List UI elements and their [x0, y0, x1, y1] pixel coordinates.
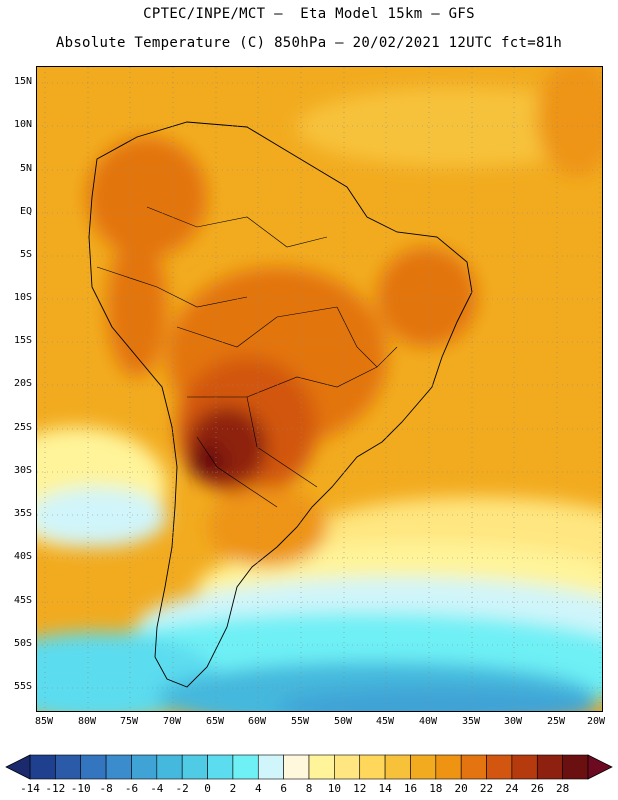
colorbar-label-5: -4: [150, 782, 164, 795]
lon-label-45w: 45W: [375, 716, 395, 727]
colorbar-label-10: 6: [280, 782, 287, 795]
lon-label-35w: 35W: [461, 716, 481, 727]
colorbar-label-17: 20: [454, 782, 468, 795]
colorbar-swatch-18: [486, 754, 513, 780]
lat-label-20s: 20S: [13, 378, 32, 389]
chart-title-line-2: Absolute Temperature (C) 850hPa – 20/02/…: [55, 35, 563, 51]
colorbar-label-12: 10: [327, 782, 341, 795]
colorbar-high-arrow: [587, 754, 613, 780]
colorbar-swatch-14: [384, 754, 411, 780]
lat-label-25s: 25S: [13, 422, 32, 433]
colorbar-label-3: -8: [99, 782, 113, 795]
colorbar-label-7: 0: [204, 782, 211, 795]
colorbar-swatch-7: [207, 754, 234, 780]
colorbar: [5, 754, 613, 780]
lon-label-20w: 20W: [586, 716, 606, 727]
colorbar-swatch-12: [334, 754, 361, 780]
lat-label-45s: 45S: [13, 595, 32, 606]
lat-label-5n: 5N: [19, 163, 32, 174]
colorbar-label-18: 22: [479, 782, 494, 795]
colorbar-swatch-20: [536, 754, 563, 780]
lat-label-5s: 5S: [19, 249, 32, 260]
lat-label-15n: 15N: [13, 76, 32, 87]
colorbar-label-19: 24: [505, 782, 519, 795]
colorbar-label-13: 12: [353, 782, 367, 795]
colorbar-label-21: 28: [556, 782, 570, 795]
colorbar-label-11: 8: [305, 782, 313, 795]
colorbar-swatch-15: [410, 754, 437, 780]
colorbar-swatch-16: [435, 754, 462, 780]
colorbar-swatch-11: [308, 754, 335, 780]
lon-label-25w: 25W: [546, 716, 566, 727]
lon-label-70w: 70W: [162, 716, 182, 727]
lat-label-10s: 10S: [13, 292, 32, 303]
lon-label-40w: 40W: [418, 716, 438, 727]
colorbar-label-15: 16: [403, 782, 418, 795]
lon-label-65w: 65W: [205, 716, 225, 727]
colorbar-label-0: -14: [20, 782, 40, 795]
colorbar-swatch-1: [55, 754, 82, 780]
colorbar-swatch-13: [359, 754, 386, 780]
lat-label-50s: 50S: [13, 638, 32, 649]
lon-label-85w: 85W: [34, 716, 54, 727]
colorbar-swatch-9: [257, 754, 284, 780]
colorbar-swatch-3: [105, 754, 132, 780]
chart-title-line-1: CPTEC/INPE/MCT – Eta Model 15km – GFS: [143, 6, 475, 22]
colorbar-label-6: -2: [175, 782, 189, 795]
colorbar-label-9: 4: [254, 782, 262, 795]
colorbar-swatch-4: [131, 754, 158, 780]
colorbar-swatch-8: [232, 754, 259, 780]
colorbar-low-arrow: [5, 754, 31, 780]
colorbar-swatch-21: [562, 754, 589, 780]
lat-label-35s: 35S: [13, 508, 32, 519]
colorbar-label-14: 14: [378, 782, 392, 795]
colorbar-swatch-2: [80, 754, 107, 780]
colorbar-label-1: -12: [45, 782, 66, 795]
colorbar-label-4: -6: [124, 782, 139, 795]
lon-label-30w: 30W: [503, 716, 523, 727]
colorbar-label-20: 26: [530, 782, 544, 795]
lat-label-15s: 15S: [13, 335, 32, 346]
temperature-map: [36, 66, 603, 712]
colorbar-label-2: -10: [70, 782, 91, 795]
colorbar-swatch-17: [460, 754, 487, 780]
colorbar-swatch-6: [181, 754, 208, 780]
colorbar-label-16: 18: [429, 782, 443, 795]
lat-label-10n: 10N: [13, 119, 32, 130]
lon-label-60w: 60W: [247, 716, 267, 727]
country-borders: [96, 206, 398, 508]
lat-label-55s: 55S: [13, 681, 32, 692]
lat-label-40s: 40S: [13, 551, 32, 562]
map-canvas: [37, 67, 602, 711]
colorbar-swatch-10: [283, 754, 310, 780]
colorbar-swatch-5: [156, 754, 183, 780]
colorbar-label-8: 2: [229, 782, 237, 795]
lon-label-55w: 55W: [290, 716, 310, 727]
south-america-coastline: [88, 121, 473, 688]
lat-label-30s: 30S: [13, 465, 32, 476]
lon-label-75w: 75W: [119, 716, 139, 727]
lon-label-50w: 50W: [333, 716, 353, 727]
colorbar-swatch-0: [29, 754, 56, 780]
colorbar-swatch-19: [511, 754, 538, 780]
lon-label-80w: 80W: [77, 716, 97, 727]
lat-label-eq: EQ: [19, 206, 32, 217]
